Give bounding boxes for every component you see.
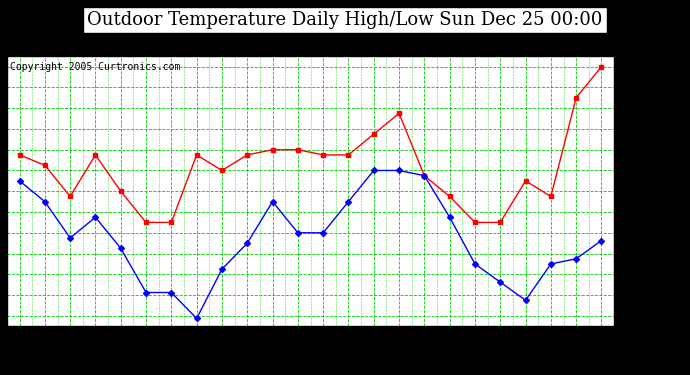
- Text: Copyright 2005 Curtronics.com: Copyright 2005 Curtronics.com: [10, 62, 180, 72]
- Text: Outdoor Temperature Daily High/Low Sun Dec 25 00:00: Outdoor Temperature Daily High/Low Sun D…: [88, 11, 602, 29]
